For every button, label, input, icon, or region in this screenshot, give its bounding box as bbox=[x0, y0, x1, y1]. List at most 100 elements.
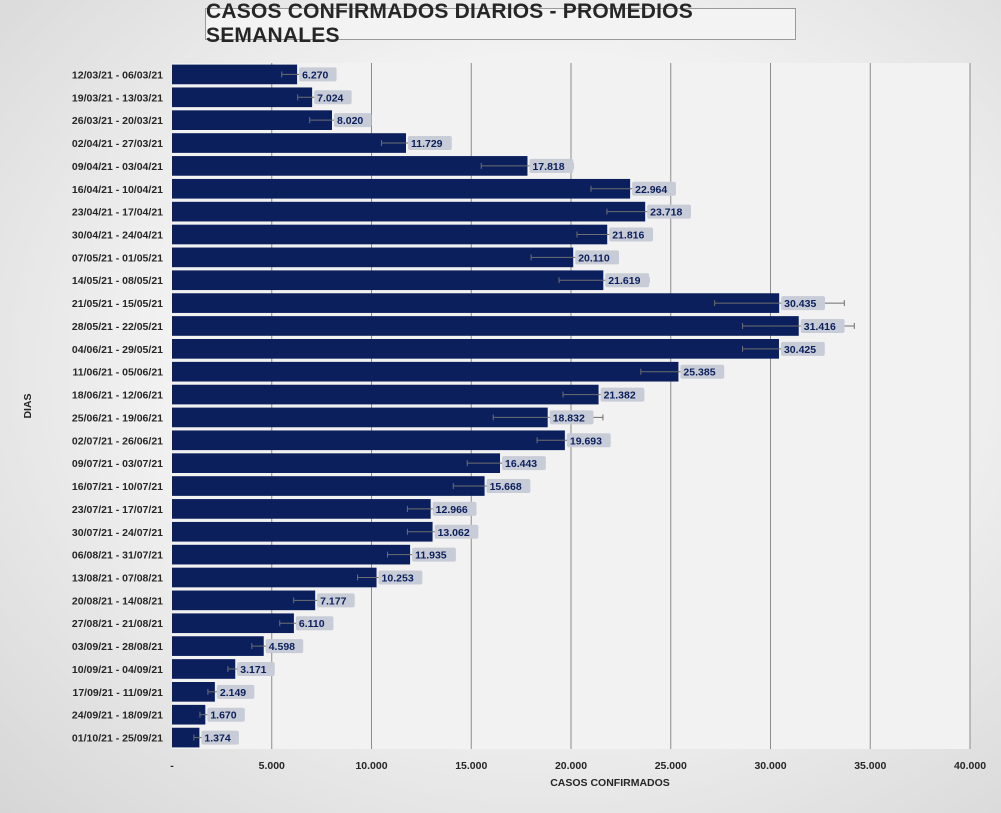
bar bbox=[172, 407, 548, 428]
bar bbox=[172, 87, 313, 108]
data-label: 6.270 bbox=[299, 67, 337, 82]
bar bbox=[172, 110, 332, 130]
data-label-text: 4.598 bbox=[269, 641, 295, 653]
category-label: 23/04/21 - 17/04/21 bbox=[72, 207, 163, 219]
data-label: 1.374 bbox=[201, 730, 239, 745]
y-axis-title: DIAS bbox=[22, 393, 34, 418]
data-label-text: 7.177 bbox=[320, 595, 346, 607]
category-label: 01/10/21 - 25/09/21 bbox=[72, 733, 163, 745]
bar bbox=[172, 521, 433, 542]
category-label: 19/03/21 - 13/03/21 bbox=[72, 92, 163, 104]
data-label: 10.253 bbox=[378, 570, 423, 585]
x-tick-label: 15.000 bbox=[455, 760, 487, 772]
data-label-text: 6.110 bbox=[299, 618, 325, 630]
bar bbox=[172, 567, 377, 588]
data-label: 7.024 bbox=[314, 90, 352, 105]
bar bbox=[172, 590, 316, 611]
bar bbox=[172, 430, 565, 451]
data-label-text: 7.024 bbox=[317, 92, 343, 104]
category-label: 02/07/21 - 26/06/21 bbox=[72, 435, 163, 447]
bar bbox=[172, 636, 264, 656]
data-label-text: 20.110 bbox=[578, 252, 610, 264]
x-tick-label: 30.000 bbox=[754, 760, 786, 772]
data-label-text: 16.443 bbox=[505, 458, 537, 470]
bar bbox=[172, 64, 298, 85]
bar bbox=[172, 384, 599, 405]
data-label: 4.598 bbox=[265, 639, 304, 654]
data-labels: 6.270 7.024 8.020 11.729 17.818 22.964 23.718 2… bbox=[201, 67, 845, 745]
bar bbox=[172, 682, 215, 702]
data-label: 21.619 bbox=[605, 273, 650, 288]
category-label: 07/05/21 - 01/05/21 bbox=[72, 252, 163, 264]
category-label: 10/09/21 - 04/09/21 bbox=[72, 664, 163, 676]
bar bbox=[172, 316, 799, 336]
data-label-text: 30.425 bbox=[784, 344, 816, 356]
data-label: 8.020 bbox=[333, 113, 372, 128]
category-label: 11/06/21 - 05/06/21 bbox=[73, 367, 164, 379]
data-label: 21.816 bbox=[609, 227, 654, 242]
bar bbox=[172, 361, 679, 382]
bar bbox=[172, 544, 411, 565]
data-label: 6.110 bbox=[295, 616, 334, 631]
data-label-text: 30.435 bbox=[784, 298, 816, 310]
data-label: 18.832 bbox=[549, 410, 594, 425]
bar bbox=[172, 727, 200, 748]
bars bbox=[172, 64, 799, 748]
data-label: 23.718 bbox=[647, 204, 691, 219]
x-axis-title: CASOS CONFIRMADOS bbox=[550, 777, 670, 789]
bar bbox=[172, 270, 604, 291]
data-label-text: 11.729 bbox=[411, 138, 443, 150]
category-label: 14/05/21 - 08/05/21 bbox=[72, 275, 163, 287]
category-label: 06/08/21 - 31/07/21 bbox=[72, 550, 163, 562]
data-label-text: 12.966 bbox=[436, 504, 468, 516]
data-label: 7.177 bbox=[317, 593, 355, 608]
data-label-text: 31.416 bbox=[804, 321, 836, 333]
x-tick-label: - bbox=[170, 760, 174, 772]
data-label-text: 2.149 bbox=[220, 687, 246, 699]
data-label-text: 1.374 bbox=[204, 733, 230, 745]
data-label-text: 17.818 bbox=[532, 161, 564, 173]
data-label: 13.062 bbox=[434, 524, 479, 539]
category-label: 09/04/21 - 03/04/21 bbox=[72, 161, 163, 173]
data-label: 31.416 bbox=[800, 318, 845, 333]
data-label: 25.385 bbox=[680, 364, 725, 379]
data-label: 16.443 bbox=[502, 456, 546, 471]
category-labels: 12/03/21 - 06/03/21 19/03/21 - 13/03/21 26… bbox=[72, 69, 163, 744]
x-tick-label: 10.000 bbox=[355, 760, 387, 772]
category-label: 24/09/21 - 18/09/21 bbox=[72, 710, 163, 722]
data-label: 12.966 bbox=[432, 501, 477, 516]
bar bbox=[172, 704, 206, 725]
data-label-text: 6.270 bbox=[302, 69, 328, 81]
data-label: 22.964 bbox=[632, 181, 676, 196]
bar bbox=[172, 133, 406, 153]
bar bbox=[172, 156, 528, 176]
gridlines bbox=[271, 63, 971, 749]
data-label: 30.425 bbox=[780, 341, 825, 356]
bar bbox=[172, 499, 431, 519]
data-label-text: 21.382 bbox=[604, 390, 636, 402]
data-label-text: 25.385 bbox=[683, 367, 715, 379]
category-label: 23/07/21 - 17/07/21 bbox=[72, 504, 163, 516]
category-label: 30/04/21 - 24/04/21 bbox=[72, 230, 163, 242]
x-tick-labels: - 5.000 10.000 15.000 20.000 25.000 30.000 35.0… bbox=[170, 760, 986, 772]
data-label: 2.149 bbox=[216, 684, 255, 699]
data-label-text: 22.964 bbox=[635, 184, 667, 196]
x-tick-label: 25.000 bbox=[655, 760, 687, 772]
x-tick-label: 20.000 bbox=[555, 760, 587, 772]
data-label: 30.435 bbox=[781, 296, 825, 311]
data-label-text: 19.693 bbox=[570, 435, 602, 447]
category-label: 12/03/21 - 06/03/21 bbox=[72, 69, 163, 81]
category-label: 21/05/21 - 15/05/21 bbox=[72, 298, 163, 310]
bar bbox=[172, 453, 501, 473]
category-label: 25/06/21 - 19/06/21 bbox=[72, 412, 163, 424]
data-label: 15.668 bbox=[486, 479, 531, 494]
data-label-text: 10.253 bbox=[382, 573, 414, 585]
data-label-text: 15.668 bbox=[490, 481, 522, 493]
data-label: 11.729 bbox=[407, 136, 452, 151]
bar bbox=[172, 293, 780, 313]
data-label-text: 23.718 bbox=[650, 207, 682, 219]
data-label: 3.171 bbox=[237, 661, 275, 676]
category-label: 28/05/21 - 22/05/21 bbox=[72, 321, 163, 333]
data-label-text: 8.020 bbox=[337, 115, 363, 127]
